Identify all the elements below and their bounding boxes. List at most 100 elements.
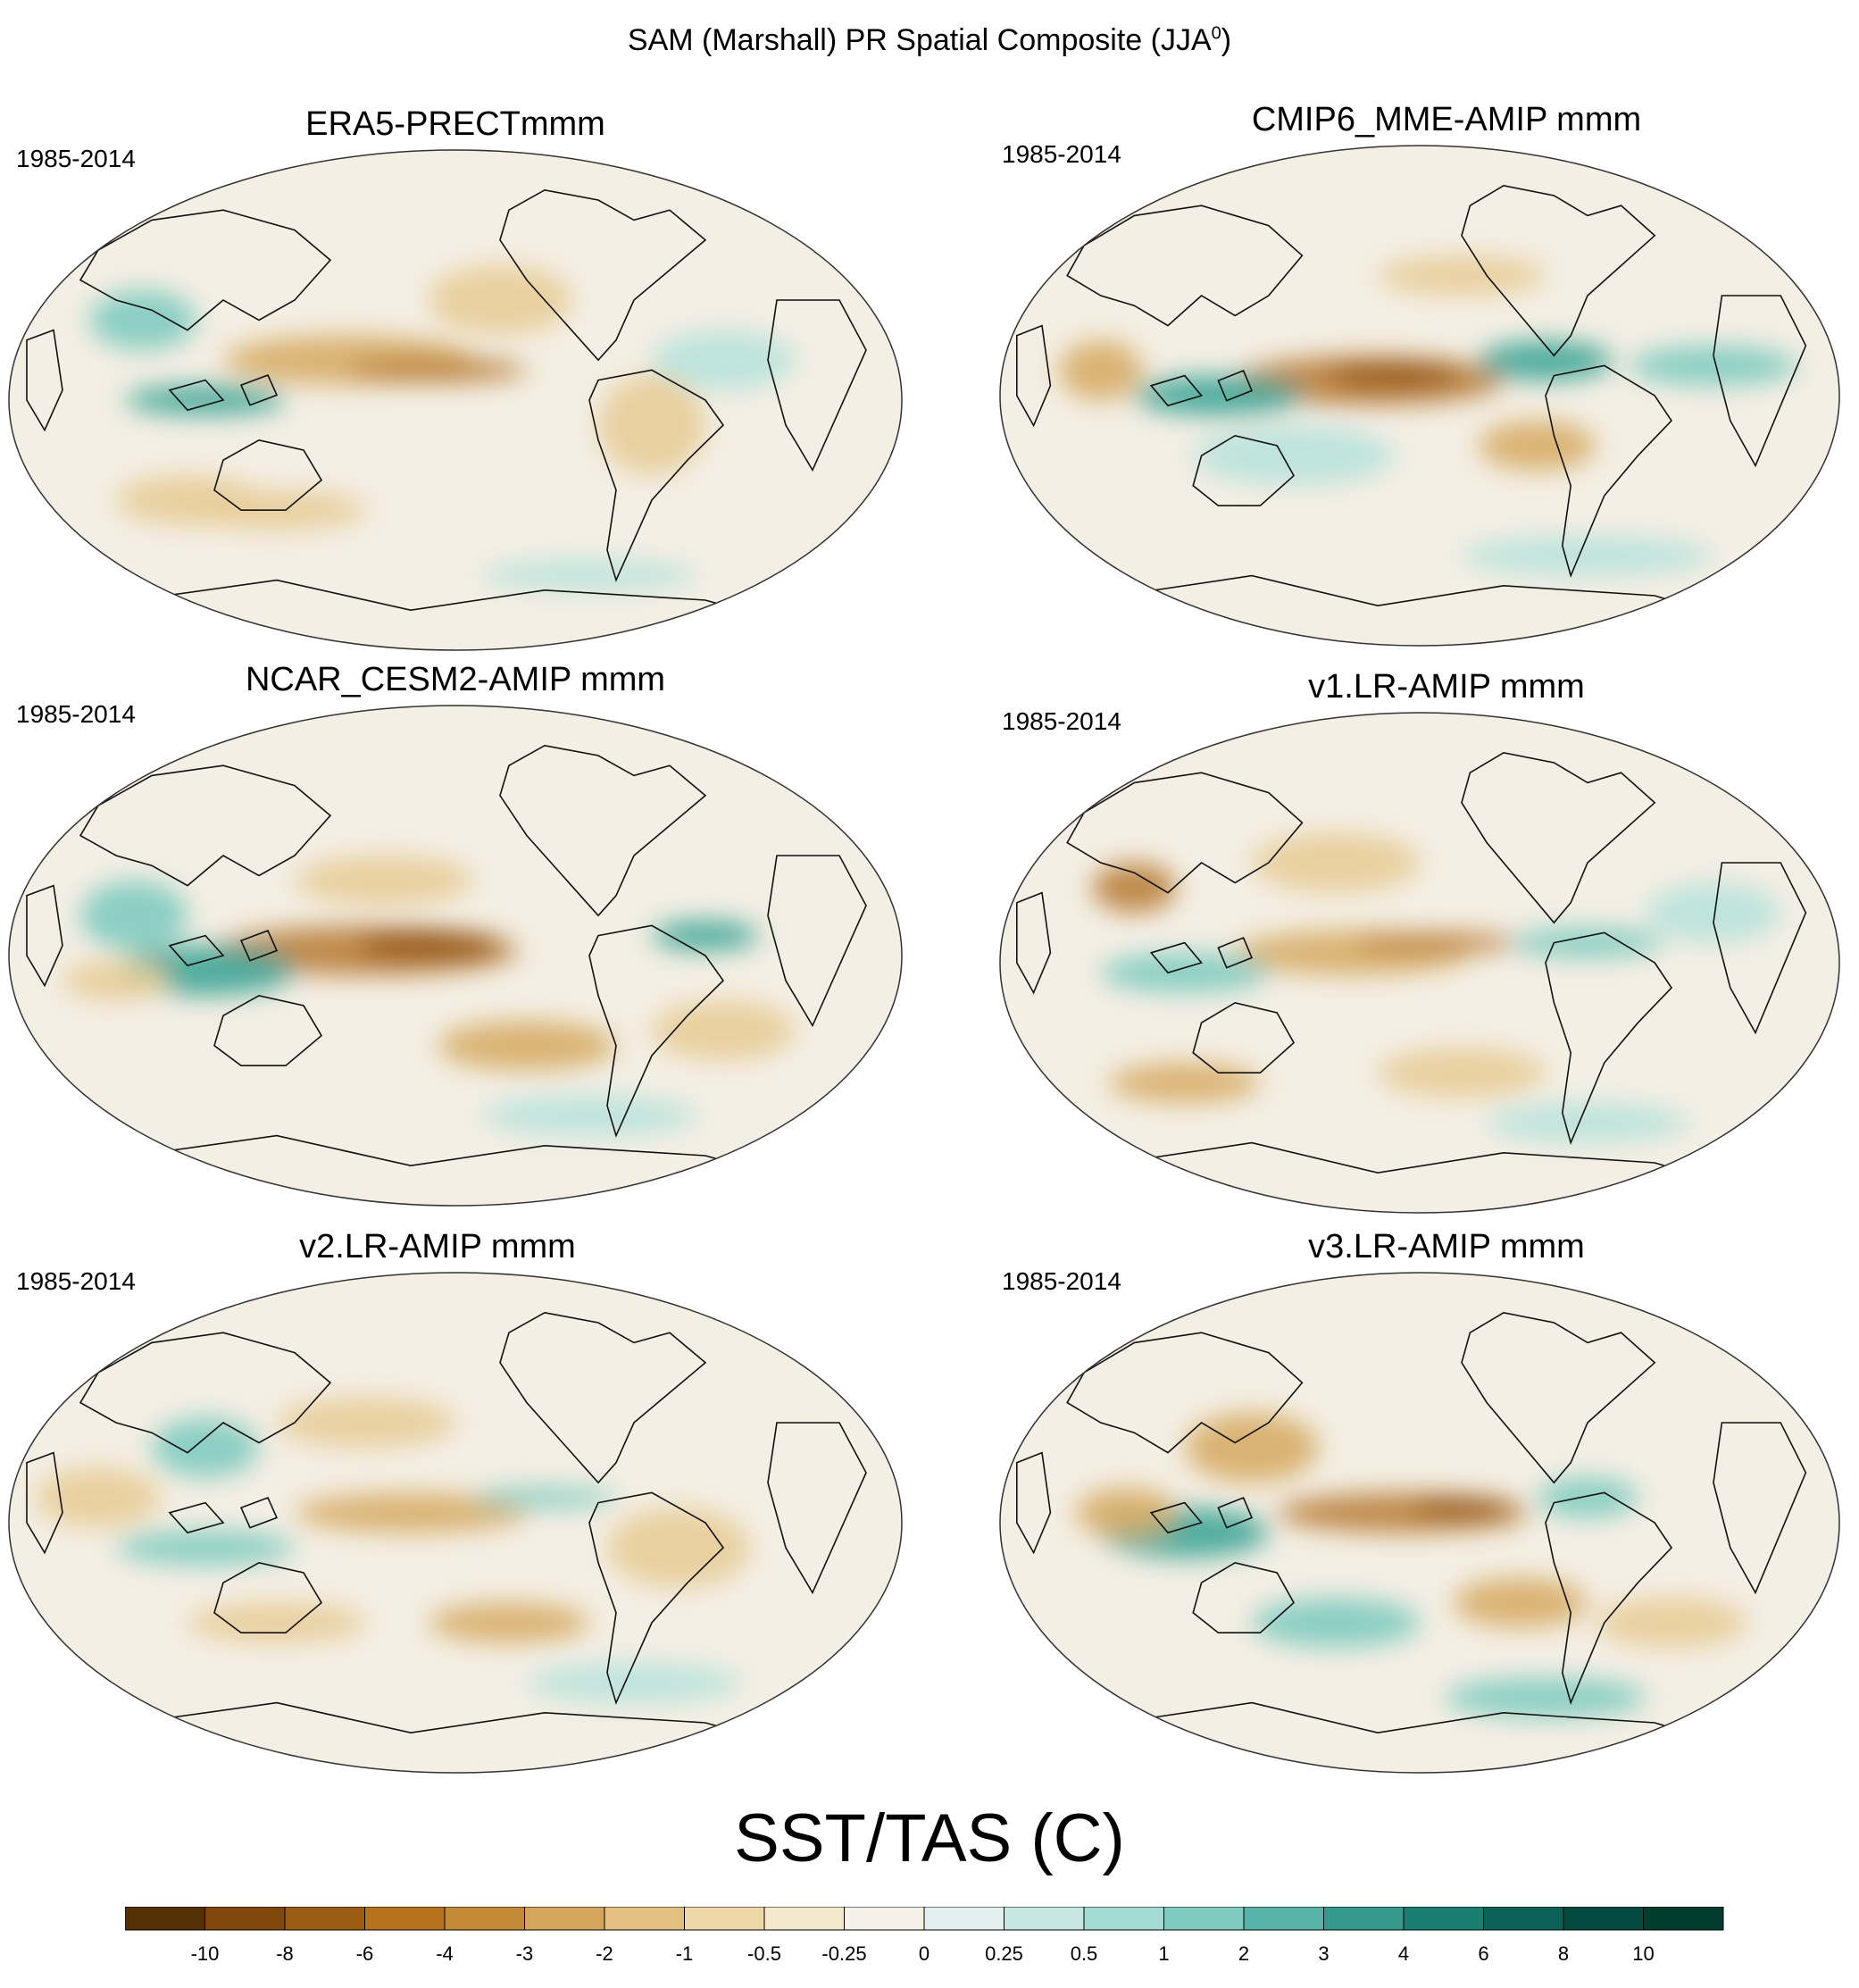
colorbar-tick-label: 0: [919, 1942, 930, 1965]
coastline: [1461, 1311, 1656, 1484]
panel-title: v3.LR-AMIP mmm: [1308, 1228, 1585, 1265]
anomaly-region: [598, 375, 705, 475]
panel-cesm2: NCAR_CESM2-AMIP mmm 1985-2014: [0, 661, 911, 1215]
colorbar-swatch: [923, 1907, 1005, 1931]
coastline: [239, 373, 279, 406]
coastline: [213, 994, 323, 1066]
panel-period: 1985-2014: [1002, 140, 1121, 168]
anomaly-region: [125, 385, 286, 415]
anomaly-region: [357, 931, 500, 961]
anomaly-region: [527, 1662, 741, 1703]
figure-title: SAM (Marshall) PR Spatial Composite (JJA…: [627, 23, 1232, 57]
colorbar-tick-label: 1: [1158, 1942, 1169, 1965]
coastline: [1149, 374, 1203, 407]
panel-period: 1985-2014: [16, 700, 136, 728]
coastline: [588, 369, 725, 582]
colorbar-swatch: [1563, 1907, 1644, 1931]
anomaly-region: [1100, 952, 1269, 993]
panel-v3: v3.LR-AMIP mmm 1985-2014: [991, 1228, 1859, 1782]
colorbar-tick-label: -4: [436, 1942, 454, 1965]
map-cmip6: [999, 145, 1840, 647]
colorbar-tick-label: -1: [676, 1942, 694, 1965]
colorbar-tick-label: -3: [516, 1942, 534, 1965]
colorbar-tick-label: -8: [276, 1942, 294, 1965]
coastline: [1545, 1491, 1673, 1706]
map-v1: [999, 712, 1840, 1214]
coastline: [168, 934, 225, 967]
panel-title: v1.LR-AMIP mmm: [1308, 668, 1585, 706]
colorbar-swatch: [684, 1907, 765, 1931]
colorbar-tick-label: 10: [1632, 1942, 1654, 1965]
anomaly-region: [1092, 863, 1177, 913]
coastline: [767, 1422, 867, 1595]
anomaly-region: [482, 560, 696, 590]
map-era5: [8, 149, 903, 651]
colorbar-tick-label: 6: [1478, 1942, 1488, 1965]
coastline: [1149, 1501, 1203, 1534]
anomaly-region: [429, 1602, 589, 1643]
anomaly-region: [63, 960, 170, 1001]
coastline: [588, 924, 725, 1138]
colorbar-swatch: [284, 1907, 365, 1931]
anomaly-region: [1512, 927, 1663, 958]
anomaly-region: [89, 289, 196, 350]
anomaly-region: [652, 920, 759, 951]
colorbar: -10 -8 -6 -4 -3 -2 -1 -0.5 -0.25 0 0.25 0.5 1 2 3 4 6 8 10: [125, 1907, 1724, 1965]
anomaly-region: [1478, 421, 1596, 471]
anomaly-region: [1252, 1598, 1420, 1648]
anomaly-region: [1487, 1102, 1688, 1143]
colorbar-tick-label: 0.5: [1071, 1942, 1098, 1965]
anomaly-region: [1058, 340, 1143, 401]
colorbar-swatch: [604, 1907, 685, 1931]
anomaly-region: [188, 1602, 366, 1643]
colorbar-tick-label: -10: [191, 1942, 220, 1965]
anomaly-region: [1134, 375, 1303, 416]
coastline: [1217, 369, 1254, 402]
coastline: [1016, 1451, 1052, 1555]
map-border: [8, 705, 903, 1207]
coastline: [1192, 1001, 1296, 1073]
colorbar-swatch: [763, 1907, 845, 1931]
anomaly-region: [482, 1095, 696, 1136]
coastline: [1713, 295, 1807, 468]
colorbar-tick-label: 0.25: [985, 1942, 1023, 1965]
colorbar-swatch: [1004, 1907, 1085, 1931]
anomaly-region: [1352, 932, 1521, 953]
colorbar-swatch: [204, 1907, 286, 1931]
panel-period: 1985-2014: [16, 1267, 136, 1295]
colorbar-tick-label: 8: [1558, 1942, 1569, 1965]
coastline: [79, 764, 332, 887]
coastline: [1066, 772, 1304, 894]
map-cesm2: [8, 705, 903, 1207]
panel-period: 1985-2014: [16, 145, 136, 172]
coastline: [1066, 1332, 1304, 1454]
anomaly-region: [1075, 1487, 1177, 1538]
colorbar-title: SST/TAS (C): [734, 1800, 1125, 1876]
coastline: [26, 329, 63, 432]
anomaly-region: [152, 1417, 259, 1478]
coastline: [1545, 364, 1673, 579]
anomaly-region: [295, 856, 473, 906]
panel-period: 1985-2014: [1002, 1267, 1121, 1295]
colorbar-swatch: [1163, 1907, 1245, 1931]
coastline: [1545, 931, 1673, 1146]
coastline: [1461, 751, 1656, 924]
anomaly-region: [429, 264, 571, 336]
anomaly-region: [1184, 1412, 1320, 1483]
coastline: [213, 439, 323, 511]
panel-title: v2.LR-AMIP mmm: [299, 1228, 576, 1265]
anomaly-region: [295, 1492, 527, 1533]
coastline: [1192, 434, 1296, 506]
map-v3: [999, 1272, 1840, 1774]
anomaly-region: [116, 475, 259, 525]
map-v2: [8, 1272, 903, 1774]
coastline: [1217, 1496, 1254, 1529]
anomaly-region: [473, 1487, 616, 1508]
coastline: [1066, 205, 1304, 327]
anomaly-region: [1537, 1477, 1638, 1518]
coastline: [1016, 324, 1052, 428]
coastline: [168, 379, 225, 412]
anomaly-region: [1596, 1598, 1747, 1648]
anomaly-region: [116, 1530, 295, 1566]
coastline: [1713, 1422, 1807, 1595]
